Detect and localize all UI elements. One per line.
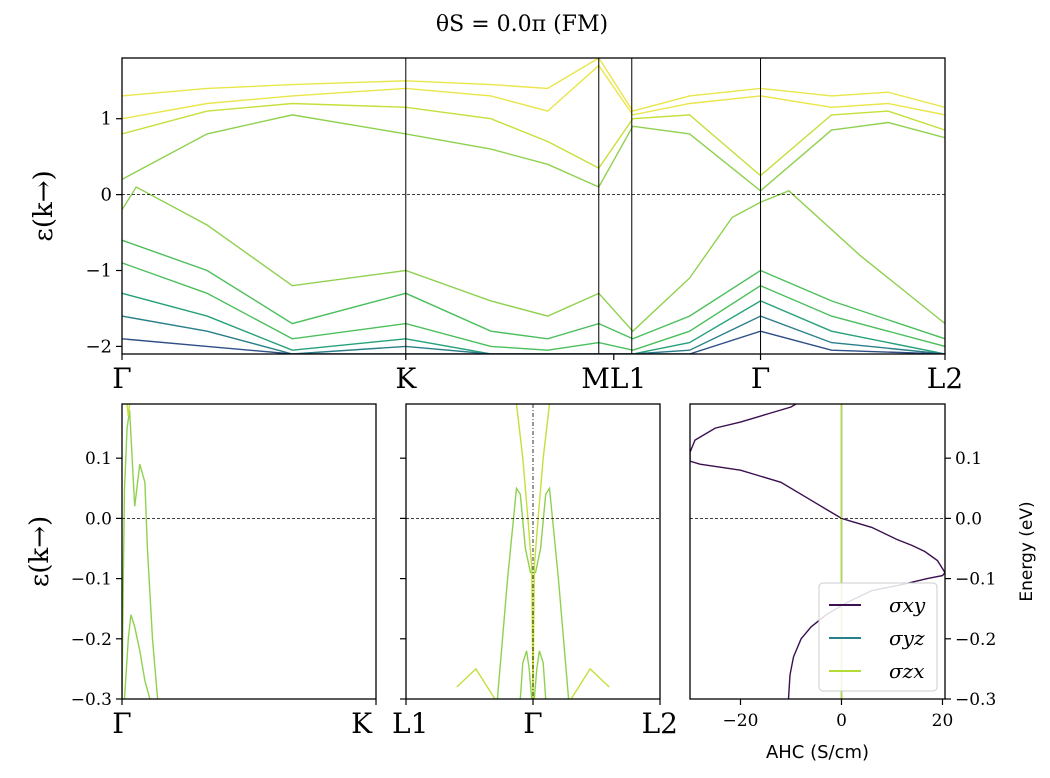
panel-ahc: −0.3 −0.2 −0.1 0.0 0.1 −20 0 20 AHC (S/cm) Energy… — [689, 403, 1037, 763]
series-band-8 — [122, 292, 945, 354]
x-axis-label: AHC (S/cm) — [766, 742, 869, 763]
ahc-xtick-label: 0 — [836, 711, 847, 731]
figure-title: θS = 0.0π (FM) — [436, 12, 608, 37]
ahc-ytick-label: −0.1 — [955, 570, 996, 590]
series-band-outer-r — [570, 667, 610, 699]
series-band-c — [126, 404, 133, 417]
series-band-7 — [122, 262, 945, 351]
zoom1-ytick-label: −0.2 — [71, 630, 112, 650]
panel-band-structure: −2 −1 0 1 Γ K ML1 Γ L2 ε(k→) — [29, 57, 963, 395]
ahc-ytick-label: −0.2 — [955, 630, 996, 650]
band-ytick-label: −1 — [85, 261, 112, 282]
legend: σxy σyz σzx — [818, 582, 938, 692]
y-axis-label-right: Energy (eV) — [1017, 501, 1037, 601]
band-ytick-label: 0 — [101, 185, 112, 206]
legend-box — [818, 582, 938, 692]
zoom1-ytick-label: −0.3 — [71, 690, 112, 710]
zoom1-ytick-label: −0.1 — [71, 570, 112, 590]
series-band-9 — [122, 315, 945, 354]
series-band-l — [496, 486, 533, 699]
series-band-4 — [122, 114, 945, 192]
zoom1-ytick-label: 0.0 — [85, 509, 112, 529]
series-band-l-low — [519, 650, 533, 699]
y-axis-label: ε(k→) — [29, 170, 59, 241]
series-band-3 — [122, 102, 945, 177]
panel-zoom-l1-gamma-l2: L1 Γ L2 — [392, 403, 678, 740]
y-axis-label: ε(k→) — [25, 516, 55, 587]
ahc-ytick-label: 0.0 — [955, 509, 982, 529]
series-band-r — [533, 486, 570, 699]
legend-label: σyz — [889, 626, 925, 650]
series-band-6 — [122, 239, 945, 340]
path-label: L1 — [392, 707, 428, 740]
axes-frame — [121, 57, 946, 355]
series-band-outer-l — [456, 667, 496, 699]
axes-frame — [689, 403, 946, 700]
path-label: ML1 — [581, 362, 646, 395]
band-ytick-label: −2 — [85, 336, 112, 357]
ahc-ytick-label: 0.1 — [955, 449, 982, 469]
ahc-xtick-label: 20 — [932, 711, 954, 731]
legend-label: σxy — [889, 593, 926, 617]
panel-zoom-gamma-k: −0.3 −0.2 −0.1 0.0 0.1 Γ Kε(k→) — [25, 403, 377, 740]
path-label: K — [395, 362, 417, 395]
path-label: Γ — [751, 362, 770, 395]
path-label: Γ — [523, 707, 542, 740]
path-label: L2 — [642, 707, 678, 740]
ahc-xtick-label: −20 — [723, 711, 759, 731]
series-band-b — [123, 614, 151, 699]
axes-frame — [121, 403, 377, 700]
zoom1-ytick-label: 0.1 — [85, 449, 112, 469]
series-band-2 — [122, 64, 945, 120]
band-ytick-label: 1 — [101, 109, 112, 130]
path-label: Γ — [112, 707, 131, 740]
path-label: Γ — [112, 362, 131, 395]
series-band-r-low — [533, 650, 547, 699]
legend-label: σzx — [889, 659, 924, 683]
series-band-5 — [122, 186, 945, 333]
series-band-1 — [122, 58, 945, 112]
ahc-ytick-label: −0.3 — [955, 690, 996, 710]
path-label: L2 — [927, 362, 963, 395]
path-label: K — [351, 707, 373, 740]
series-band-10 — [122, 330, 945, 354]
